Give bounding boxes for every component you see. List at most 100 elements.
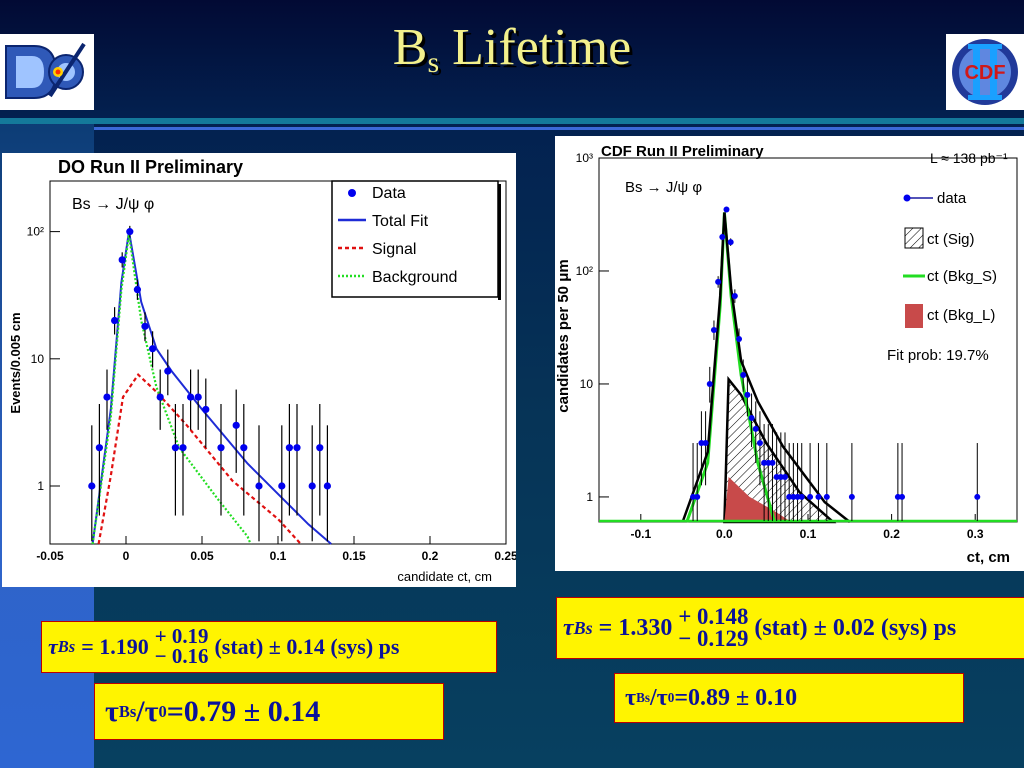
cdf-lifetime-plot: -0.1 0.0 0.1 0.2 0.3 1 10 10² 10³ CDF Run II Prel… — [555, 143, 1018, 566]
legend-shadow — [498, 184, 501, 300]
slide-title: Bs Lifetime — [0, 18, 1024, 80]
luminosity-label: L ≈ 138 pb⁻¹ — [930, 150, 1008, 166]
data-point — [103, 393, 111, 401]
cdf-plus-error: + 0.148 — [678, 604, 749, 630]
data-point — [899, 493, 906, 500]
y-tick-label: 1 — [586, 490, 593, 504]
data-point — [815, 493, 822, 500]
header-rule-secondary — [94, 127, 1024, 130]
data-point — [782, 474, 789, 481]
data-point — [777, 474, 784, 481]
data-point — [278, 482, 286, 490]
data-point — [823, 493, 830, 500]
legend-label: ct (Bkg_S) — [927, 268, 997, 285]
data-point — [752, 425, 759, 432]
cdf-asym-error: + 0.148− 0.129 — [678, 604, 749, 650]
data-point — [141, 322, 149, 330]
process-label: Bs → J/ψ φ — [72, 196, 154, 213]
x-tick-label: 0.3 — [967, 527, 984, 541]
data-point — [769, 459, 776, 466]
data-point — [316, 444, 324, 452]
total-fit-curve — [681, 212, 851, 523]
data-point — [848, 493, 855, 500]
data-point — [731, 293, 738, 300]
cdf-logo-text: CDF — [964, 62, 1005, 84]
data-point — [790, 493, 797, 500]
data-point — [690, 493, 697, 500]
tau-subscript: Bs — [573, 617, 593, 638]
data-point — [240, 444, 248, 452]
legend-marker — [904, 227, 924, 249]
data-point — [740, 372, 747, 379]
data-point — [308, 482, 316, 490]
tau-symbol: τ — [48, 634, 58, 659]
data-point — [194, 393, 202, 401]
data-point — [187, 393, 195, 401]
data-point — [133, 286, 141, 294]
x-tick-label: -0.1 — [630, 527, 651, 541]
y-tick-label: 10³ — [576, 151, 593, 165]
data-point — [293, 444, 301, 452]
cdf-plot-panel: -0.1 0.0 0.1 0.2 0.3 1 10 10² 10³ CDF Run II Prel… — [555, 136, 1024, 571]
data-point — [765, 459, 772, 466]
cdf-lifetime-result: τ Bs = 1.330 + 0.148− 0.129 (stat) ± 0.02… — [556, 597, 1024, 659]
data-point — [723, 206, 730, 213]
x-tick-label: 0.2 — [422, 549, 439, 563]
cdf-central-value: = 1.330 — [598, 614, 673, 641]
title-main: B — [392, 19, 428, 76]
legend-marker — [348, 189, 356, 197]
process-label: Bs → J/ψ φ — [625, 179, 702, 196]
data-point — [702, 440, 709, 447]
tau-subscript: Bs — [57, 637, 76, 656]
data-point — [179, 444, 187, 452]
data-point — [736, 335, 743, 342]
y-tick-label: 10² — [27, 225, 44, 239]
header-rule — [0, 118, 1024, 124]
y-axis-label: Events/0.005 cm — [8, 312, 23, 413]
data-point — [88, 482, 96, 490]
d0-syst-error: (stat) ± 0.14 (sys) ps — [214, 634, 400, 659]
legend-label: data — [937, 190, 967, 207]
cdf-lifetime-ratio: τ Bs/τ 0 =0.89 ± 0.10 — [614, 673, 964, 723]
data-point — [149, 345, 157, 353]
data-point — [217, 444, 225, 452]
legend-label: Data — [372, 185, 406, 202]
d0-plus-error: + 0.19 — [154, 624, 209, 649]
legend-label: Signal — [372, 241, 416, 258]
legend-marker — [903, 194, 911, 202]
data-point — [156, 393, 164, 401]
data-point — [794, 493, 801, 500]
x-tick-label: 0.15 — [342, 549, 366, 563]
d0-logo-icon — [0, 34, 94, 110]
x-tick-label: 0.0 — [716, 527, 733, 541]
x-axis-label: candidate ct, cm — [397, 569, 492, 584]
x-tick-label: 0 — [123, 549, 130, 563]
y-tick-label: 10² — [576, 264, 593, 278]
data-point — [706, 380, 713, 387]
y-tick-label: 1 — [37, 479, 44, 493]
y-tick-label: 10 — [31, 352, 45, 366]
data-point — [698, 440, 705, 447]
data-point — [95, 444, 103, 452]
data-point — [756, 440, 763, 447]
legend-label: ct (Sig) — [927, 231, 975, 248]
cdf-syst-error: (stat) ± 0.02 (sys) ps — [754, 614, 957, 641]
plot-frame — [598, 157, 1018, 523]
legend-box — [331, 180, 499, 298]
data-point — [748, 414, 755, 421]
legend-label: ct (Bkg_L) — [927, 307, 995, 324]
x-tick-label: 0.1 — [270, 549, 287, 563]
data-point — [126, 228, 134, 236]
data-point — [761, 459, 768, 466]
data-point — [798, 493, 805, 500]
d0-minus-error: − 0.16 — [154, 644, 209, 668]
title-rest: Lifetime — [452, 19, 632, 76]
data-point — [974, 493, 981, 500]
curve-total-fit — [91, 231, 332, 545]
d0-lifetime-ratio: τ Bs/τ 0 =0.79 ± 0.14 — [94, 683, 444, 740]
y-axis-label: candidates per 50 μm — [555, 259, 572, 412]
data-point — [807, 493, 814, 500]
d0-asym-error: + 0.19− 0.16 — [154, 624, 209, 668]
x-tick-label: 0.1 — [800, 527, 817, 541]
